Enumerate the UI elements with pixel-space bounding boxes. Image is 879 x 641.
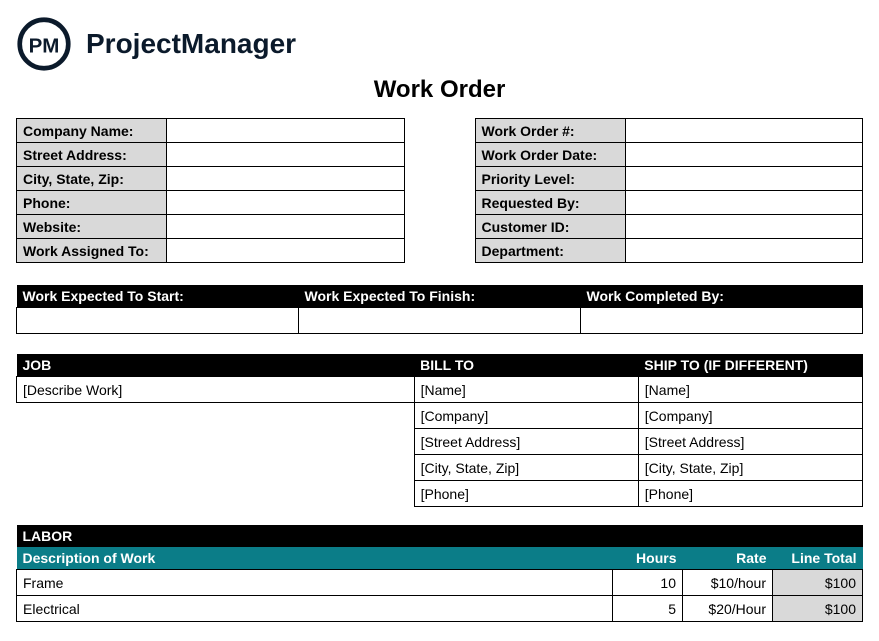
- label-priority: Priority Level:: [475, 167, 625, 191]
- ship-street[interactable]: [Street Address]: [638, 429, 862, 455]
- dates-finish-header: Work Expected To Finish:: [299, 285, 581, 308]
- label-csz: City, State, Zip:: [17, 167, 167, 191]
- labor-head-desc: Description of Work: [17, 547, 613, 570]
- label-customer-id: Customer ID:: [475, 215, 625, 239]
- labor-desc[interactable]: Frame: [17, 570, 613, 596]
- page-title: Work Order: [16, 76, 863, 104]
- dates-completed-header: Work Completed By:: [581, 285, 863, 308]
- ship-name[interactable]: [Name]: [638, 377, 862, 403]
- bill-header: BILL TO: [414, 354, 638, 377]
- labor-rate[interactable]: $20/Hour: [683, 596, 773, 622]
- label-street: Street Address:: [17, 143, 167, 167]
- job-blank: [17, 455, 415, 481]
- labor-total: $100: [773, 570, 863, 596]
- dates-start-value[interactable]: [17, 308, 299, 334]
- value-department[interactable]: [625, 239, 863, 263]
- value-wo-date[interactable]: [625, 143, 863, 167]
- value-requested[interactable]: [625, 191, 863, 215]
- job-blank: [17, 429, 415, 455]
- brand-name: ProjectManager: [86, 28, 296, 60]
- label-wo-number: Work Order #:: [475, 119, 625, 143]
- labor-head-hours: Hours: [613, 547, 683, 570]
- brand-logo-icon: PM: [16, 16, 72, 72]
- label-phone: Phone:: [17, 191, 167, 215]
- value-phone[interactable]: [167, 191, 405, 215]
- labor-total: $100: [773, 596, 863, 622]
- labor-desc[interactable]: Electrical: [17, 596, 613, 622]
- ship-phone[interactable]: [Phone]: [638, 481, 862, 507]
- logo-text: PM: [29, 34, 60, 57]
- label-assigned: Work Assigned To:: [17, 239, 167, 263]
- labor-table: LABOR Description of Work Hours Rate Lin…: [16, 525, 863, 622]
- labor-title: LABOR: [17, 525, 863, 547]
- labor-rate[interactable]: $10/hour: [683, 570, 773, 596]
- info-section: Company Name: Street Address: City, Stat…: [16, 118, 863, 263]
- header: PM ProjectManager: [16, 16, 863, 72]
- labor-head-rate: Rate: [683, 547, 773, 570]
- value-website[interactable]: [167, 215, 405, 239]
- label-requested: Requested By:: [475, 191, 625, 215]
- bill-phone[interactable]: [Phone]: [414, 481, 638, 507]
- bill-street[interactable]: [Street Address]: [414, 429, 638, 455]
- ship-header: SHIP TO (IF DIFFERENT): [638, 354, 862, 377]
- label-company-name: Company Name:: [17, 119, 167, 143]
- bill-csz[interactable]: [City, State, Zip]: [414, 455, 638, 481]
- job-desc[interactable]: [Describe Work]: [17, 377, 415, 403]
- value-street[interactable]: [167, 143, 405, 167]
- labor-hours[interactable]: 5: [613, 596, 683, 622]
- labor-head-total: Line Total: [773, 547, 863, 570]
- order-info-table: Work Order #: Work Order Date: Priority …: [475, 118, 864, 263]
- labor-row: Frame 10 $10/hour $100: [17, 570, 863, 596]
- value-wo-number[interactable]: [625, 119, 863, 143]
- value-company-name[interactable]: [167, 119, 405, 143]
- dates-completed-value[interactable]: [581, 308, 863, 334]
- ship-company[interactable]: [Company]: [638, 403, 862, 429]
- dates-start-header: Work Expected To Start:: [17, 285, 299, 308]
- label-wo-date: Work Order Date:: [475, 143, 625, 167]
- value-assigned[interactable]: [167, 239, 405, 263]
- job-blank: [17, 481, 415, 507]
- bill-company[interactable]: [Company]: [414, 403, 638, 429]
- dates-finish-value[interactable]: [299, 308, 581, 334]
- value-csz[interactable]: [167, 167, 405, 191]
- bill-name[interactable]: [Name]: [414, 377, 638, 403]
- value-priority[interactable]: [625, 167, 863, 191]
- job-header: JOB: [17, 354, 415, 377]
- dates-table: Work Expected To Start: Work Expected To…: [16, 285, 863, 334]
- job-table: JOB BILL TO SHIP TO (IF DIFFERENT) [Desc…: [16, 354, 863, 507]
- label-website: Website:: [17, 215, 167, 239]
- job-blank: [17, 403, 415, 429]
- label-department: Department:: [475, 239, 625, 263]
- labor-row: Electrical 5 $20/Hour $100: [17, 596, 863, 622]
- labor-hours[interactable]: 10: [613, 570, 683, 596]
- value-customer-id[interactable]: [625, 215, 863, 239]
- ship-csz[interactable]: [City, State, Zip]: [638, 455, 862, 481]
- company-info-table: Company Name: Street Address: City, Stat…: [16, 118, 405, 263]
